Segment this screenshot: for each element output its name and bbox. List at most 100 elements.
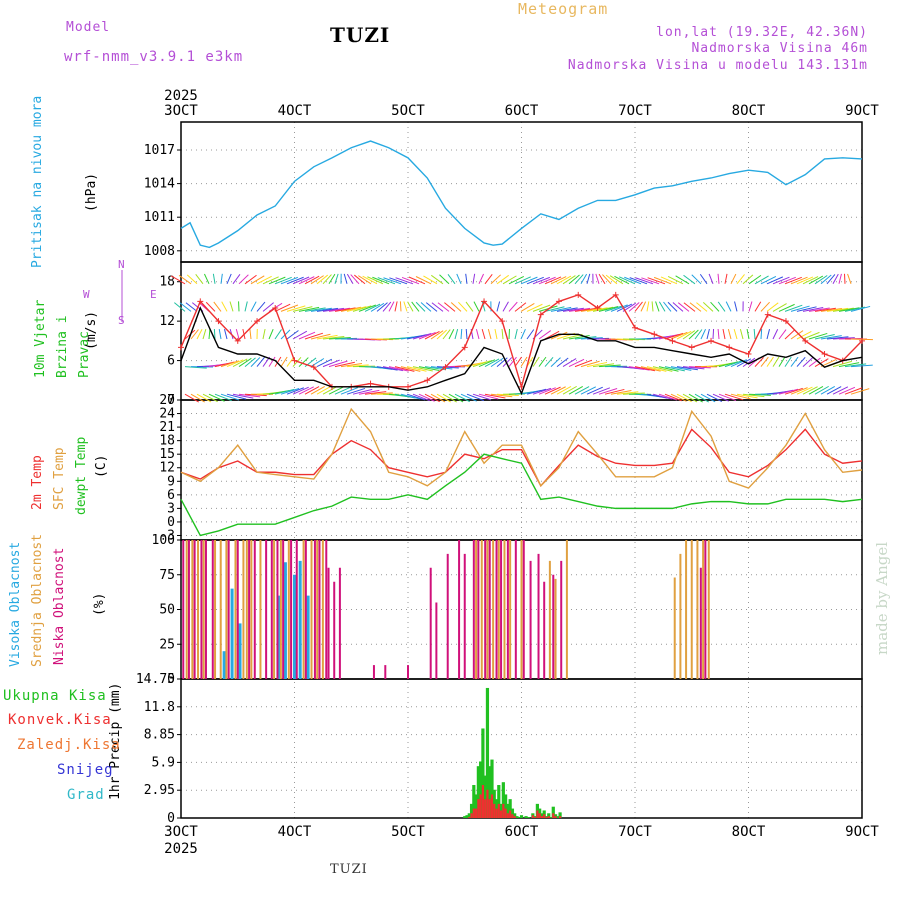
gust-marker: [424, 377, 431, 384]
wind-barb: [400, 393, 421, 400]
wind-barb: [208, 393, 225, 402]
wind-barb: [213, 301, 222, 312]
wind-barb: [286, 387, 304, 395]
wind-barb: [268, 276, 286, 285]
wind-barb: [706, 328, 710, 340]
wind-barb: [304, 332, 324, 340]
legend-ukupna-kisa: Ukupna Kisa: [3, 688, 107, 704]
wind-barb: [411, 301, 420, 312]
wind-barb: [550, 331, 568, 340]
wind-barb: [190, 329, 199, 340]
wind-barb: [790, 305, 810, 312]
precip-bar-ukupna-kisa: [467, 813, 471, 818]
wind-barb: [280, 356, 288, 367]
wind-barb: [502, 275, 517, 285]
wind-barb: [316, 307, 339, 312]
wind-barb: [544, 306, 565, 312]
wind-barb: [624, 276, 642, 285]
wind-barb: [652, 366, 673, 372]
wind-barb: [796, 356, 806, 367]
precip-bar-konvek-kisa: [536, 810, 539, 818]
wind-barb: [667, 301, 678, 312]
wind-barb: [220, 273, 223, 284]
wind-barb: [442, 393, 457, 403]
wind-barb: [388, 301, 395, 312]
wind-barb: [730, 359, 747, 368]
wind-barb: [304, 275, 320, 285]
wind-barb: [574, 386, 590, 395]
wind-barb: [850, 305, 871, 312]
wind-barb: [754, 301, 762, 312]
y-tick-label: 14.75: [136, 672, 175, 687]
model-elevation: Nadmorska Visina u modelu 143.131m: [567, 58, 868, 73]
wind-barb: [304, 386, 320, 395]
wind-barb: [748, 393, 771, 396]
wind-barb: [350, 274, 360, 285]
wind-barb: [568, 307, 591, 312]
wind-barb: [298, 357, 309, 367]
wind-barb: [196, 393, 212, 403]
wind-barb: [544, 356, 554, 367]
wind-barb: [610, 304, 628, 312]
wind-barb: [748, 274, 762, 285]
gust-marker: [215, 318, 222, 325]
wind-barb: [850, 364, 873, 368]
wind-barb: [586, 386, 603, 395]
gust-marker: [310, 364, 317, 371]
wind-barb: [772, 329, 779, 340]
wind-barb: [808, 332, 828, 340]
wind-barb: [280, 388, 300, 395]
precip-bar-ukupna-kisa: [479, 761, 483, 818]
precip-bar-ukupna-kisa: [549, 817, 553, 818]
wind-barb: [322, 307, 345, 312]
wind-barb: [208, 328, 211, 340]
wind-barb: [423, 275, 438, 285]
wind-barb: [424, 331, 440, 340]
precip-bar-konvek-kisa: [479, 794, 482, 818]
wind-barb: [526, 303, 543, 312]
wind-barb: [442, 329, 451, 340]
wind-barb: [244, 393, 267, 397]
precip-bar-ukupna-kisa: [504, 794, 508, 818]
precip-bar-konvek-kisa: [554, 816, 557, 818]
wind-barb: [496, 274, 510, 285]
top-time-label: 6OCT: [505, 103, 539, 119]
wind-barb: [232, 393, 254, 399]
wind-barb: [635, 277, 654, 285]
gust-marker: [499, 318, 506, 325]
wind-barb: [592, 387, 611, 395]
wind-barb: [538, 387, 556, 395]
gust-marker: [632, 324, 638, 331]
y-tick-label: 100: [152, 533, 175, 548]
wind-barb: [832, 337, 855, 340]
gust-marker: [442, 364, 449, 371]
wind-barb: [682, 366, 705, 370]
wind-barb: [651, 301, 654, 312]
wind-barb: [496, 393, 519, 396]
wind-barb: [250, 301, 257, 312]
wind-barb: [408, 276, 426, 285]
wind-barb: [778, 303, 795, 312]
y-tick-label: 0: [167, 811, 175, 826]
wind-barb: [383, 277, 402, 285]
y-tick-label: 2.95: [144, 783, 175, 798]
wind-barb: [550, 306, 572, 312]
wind-barb: [174, 302, 186, 312]
wind-barb: [244, 274, 257, 285]
y-tick-label: 0: [167, 393, 175, 408]
wind-barb: [677, 302, 690, 312]
wind-barb: [619, 276, 636, 285]
wind-barb: [646, 301, 650, 312]
bottom-time-label: 6OCT: [505, 824, 539, 840]
compass-w: W: [83, 288, 90, 301]
wind-barb: [501, 328, 504, 340]
y-tick-label: 6: [167, 354, 175, 369]
wind-barb: [544, 386, 561, 395]
gust-marker: [745, 351, 752, 357]
top-year-label: 2025: [164, 88, 198, 104]
y-tick-label: 8.85: [144, 728, 175, 743]
wind-barb: [838, 362, 860, 368]
legend-snijeg: Snijeg: [57, 762, 114, 778]
wind-barb: [712, 328, 715, 340]
wind-barb: [376, 302, 388, 312]
